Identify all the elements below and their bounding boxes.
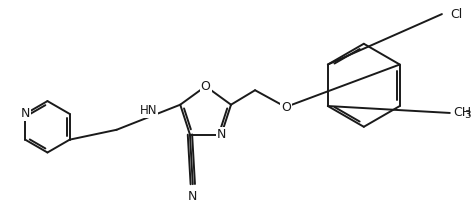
- Text: O: O: [281, 100, 290, 114]
- Text: N: N: [217, 128, 226, 141]
- Text: N: N: [188, 190, 197, 203]
- Text: N: N: [20, 107, 30, 120]
- Text: Cl: Cl: [450, 8, 462, 20]
- Text: HN: HN: [140, 104, 157, 117]
- Text: O: O: [201, 80, 210, 93]
- Text: 3: 3: [464, 110, 471, 120]
- Text: CH: CH: [453, 106, 471, 119]
